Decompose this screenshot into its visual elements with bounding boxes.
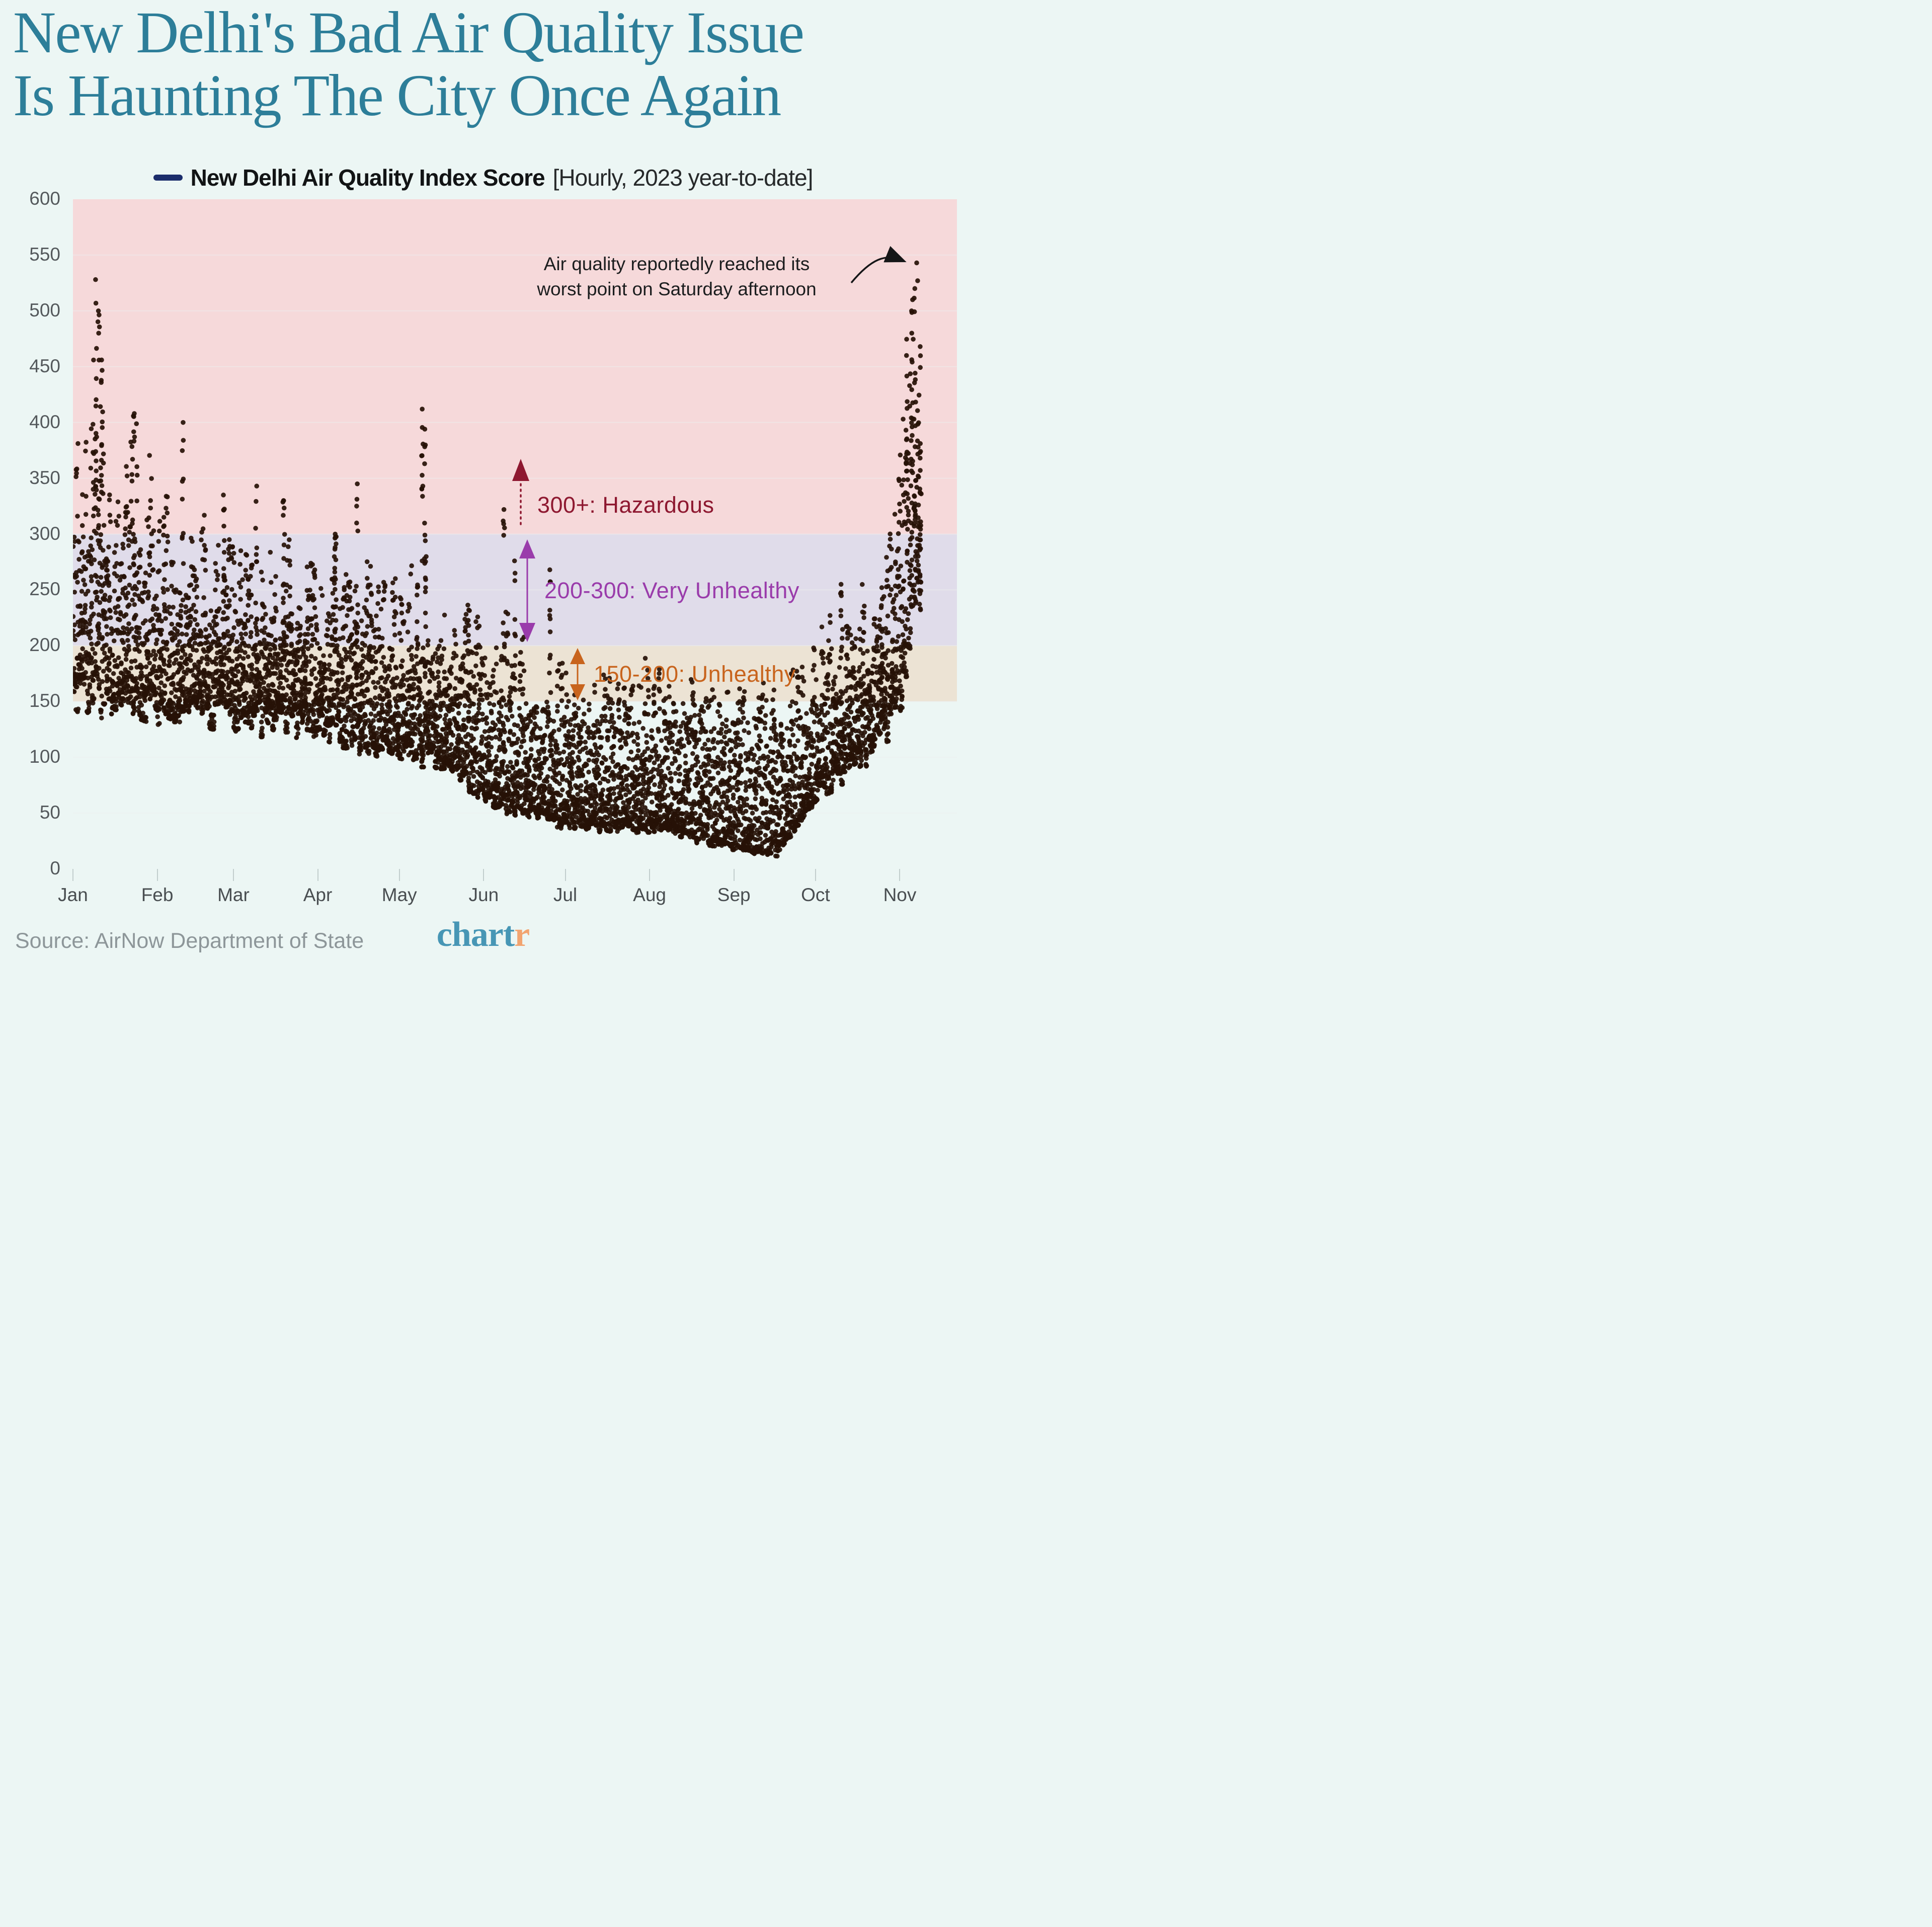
band-label-unhealthy: 150-200: Unhealthy <box>594 661 796 687</box>
x-tick-label: Aug <box>633 885 667 905</box>
x-tick-mark <box>232 869 234 881</box>
y-tick-label: 250 <box>29 579 60 600</box>
y-tick-label: 400 <box>29 411 60 432</box>
x-tick-mark <box>565 869 566 881</box>
x-tick-mark <box>156 869 158 881</box>
x-tick-label: Jul <box>553 885 578 905</box>
x-tick-mark <box>72 869 73 881</box>
x-tick-label: Feb <box>141 885 174 905</box>
chartr-logo-main: chart <box>436 915 515 954</box>
y-tick-label: 450 <box>29 355 60 376</box>
y-tick-label: 350 <box>29 467 60 488</box>
annotation-line1: Air quality reportedly reached its <box>543 254 810 274</box>
x-tick-label: Oct <box>801 885 830 905</box>
band-label-very-unhealthy: 200-300: Very Unhealthy <box>544 578 799 603</box>
legend-series-note: [Hourly, 2023 year-to-date] <box>552 165 814 191</box>
legend-swatch <box>153 175 183 181</box>
annotation-line2: worst point on Saturday afternoon <box>537 278 817 299</box>
x-tick-label: Jan <box>58 885 88 905</box>
page-title-line1: New Delhi's Bad Air Quality Issue <box>13 0 804 65</box>
x-tick-mark <box>483 869 485 881</box>
legend: New Delhi Air Quality Index Score [Hourl… <box>0 164 966 191</box>
x-tick-label: Nov <box>883 885 917 905</box>
y-tick-label: 600 <box>29 188 60 209</box>
chartr-logo: chartr <box>436 915 530 955</box>
legend-series-label: New Delhi Air Quality Index Score <box>190 165 545 191</box>
y-tick-label: 50 <box>39 802 60 823</box>
annotation-callout: Air quality reportedly reached its worst… <box>503 252 850 302</box>
y-tick-label: 550 <box>29 244 60 265</box>
page-title-line2: Is Haunting The City Once Again <box>13 62 781 129</box>
page-title: New Delhi's Bad Air Quality Issue Is Hau… <box>13 0 804 129</box>
aqi-scatter-plot <box>73 199 957 869</box>
x-tick-label: Mar <box>217 885 250 905</box>
band-label-hazardous: 300+: Hazardous <box>537 492 714 518</box>
x-tick-label: Apr <box>303 885 333 905</box>
x-tick-mark <box>733 869 735 881</box>
x-tick-label: Jun <box>468 885 499 905</box>
x-tick-mark <box>398 869 400 881</box>
x-tick-mark <box>815 869 816 881</box>
chartr-logo-accent: r <box>514 915 530 954</box>
x-tick-mark <box>317 869 318 881</box>
y-tick-label: 150 <box>29 690 60 711</box>
y-tick-label: 300 <box>29 523 60 544</box>
y-tick-label: 200 <box>29 634 60 656</box>
y-tick-label: 0 <box>50 858 60 878</box>
x-tick-mark <box>899 869 901 881</box>
x-tick-label: Sep <box>717 885 751 905</box>
x-tick-label: May <box>381 885 417 905</box>
source-credit: Source: AirNow Department of State <box>15 929 364 953</box>
y-tick-label: 500 <box>29 299 60 320</box>
infographic: New Delhi's Bad Air Quality Issue Is Hau… <box>0 0 966 964</box>
y-tick-label: 100 <box>29 746 60 767</box>
x-tick-mark <box>649 869 651 881</box>
